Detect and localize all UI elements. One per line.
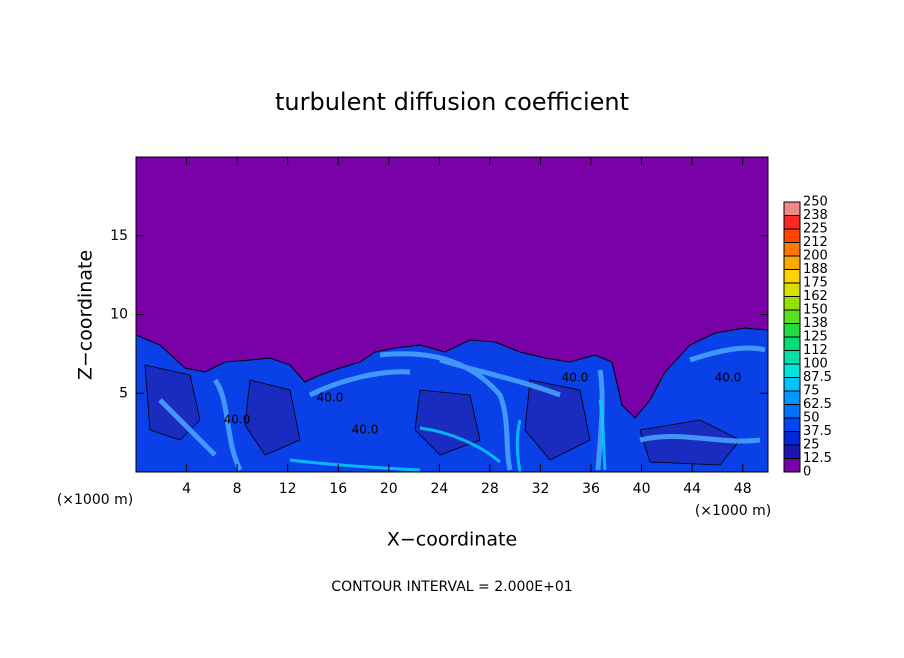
colorbar-swatch [784,269,800,283]
colorbar-label: 200 [803,249,828,264]
colorbar-swatch [784,418,800,432]
y-tick-label: 10 [110,307,128,323]
colorbar-label: 162 [803,289,828,304]
colorbar-swatch [784,445,800,459]
colorbar-swatch [784,364,800,378]
colorbar-label: 62.5 [803,397,832,412]
x-tick-label: 16 [329,481,347,497]
colorbar-label: 150 [803,303,828,318]
field [136,157,768,472]
x-tick-label: 4 [182,481,191,497]
y-tick-label: 5 [119,385,128,401]
footer-note: CONTOUR INTERVAL = 2.000E+01 [331,579,572,595]
colorbar-swatch [784,323,800,337]
x-axis-label: X−coordinate [387,529,517,551]
x-tick-label: 40 [633,481,651,497]
x-tick-label: 20 [380,481,398,497]
x-tick-label: 32 [532,481,550,497]
colorbar-label: 212 [803,235,828,250]
chart-title: turbulent diffusion coefficient [275,88,629,116]
colorbar-swatch [784,337,800,351]
colorbar-label: 225 [803,222,828,237]
colorbar-swatch [784,296,800,310]
x-unit-label: (×1000 m) [695,503,771,519]
colorbar-swatch [784,404,800,418]
colorbar-label: 125 [803,330,828,345]
colorbar-label: 238 [803,208,828,223]
colorbar-swatch [784,391,800,405]
colorbar-swatch [784,310,800,324]
x-tick-label: 24 [430,481,448,497]
colorbar-swatch [784,431,800,445]
colorbar-swatch [784,202,800,216]
x-tick-label: 12 [279,481,297,497]
contour-label: 40.0 [562,371,589,385]
y-axis-label: Z−coordinate [75,250,97,380]
colorbar-label: 0 [803,465,811,480]
x-tick-label: 48 [734,481,752,497]
colorbar-label: 12.5 [803,451,832,466]
x-tick-label: 28 [481,481,499,497]
colorbar-label: 100 [803,357,828,372]
x-tick-label: 44 [683,481,701,497]
colorbar-label: 87.5 [803,370,832,385]
colorbar-label: 138 [803,316,828,331]
colorbar-label: 112 [803,343,828,358]
y-tick-label: 15 [110,228,128,244]
contour-label: 40.0 [715,371,742,385]
cyan-streaks [289,399,607,472]
colorbar-swatch [784,283,800,297]
colorbar-swatch [784,215,800,229]
colorbar-swatch [784,229,800,243]
colorbar-swatch [784,350,800,364]
colorbar-label: 250 [803,195,828,210]
colorbar-label: 175 [803,276,828,291]
colorbar-swatch [784,377,800,391]
colorbar-label: 75 [803,384,820,399]
x-tick-label: 36 [582,481,600,497]
contour-label: 40.0 [224,413,251,427]
colorbar-label: 25 [803,438,820,453]
colorbar-swatch [784,242,800,256]
colorbar-swatch [784,458,800,472]
contour-label: 40.0 [352,423,379,437]
colorbar-label: 50 [803,411,820,426]
colorbar-label: 188 [803,262,828,277]
colorbar-swatch [784,256,800,270]
x-tick-label: 8 [233,481,242,497]
x-unit-label: (×1000 m) [57,492,133,508]
colorbar-label: 37.5 [803,424,832,439]
contour-label: 40.0 [317,391,344,405]
